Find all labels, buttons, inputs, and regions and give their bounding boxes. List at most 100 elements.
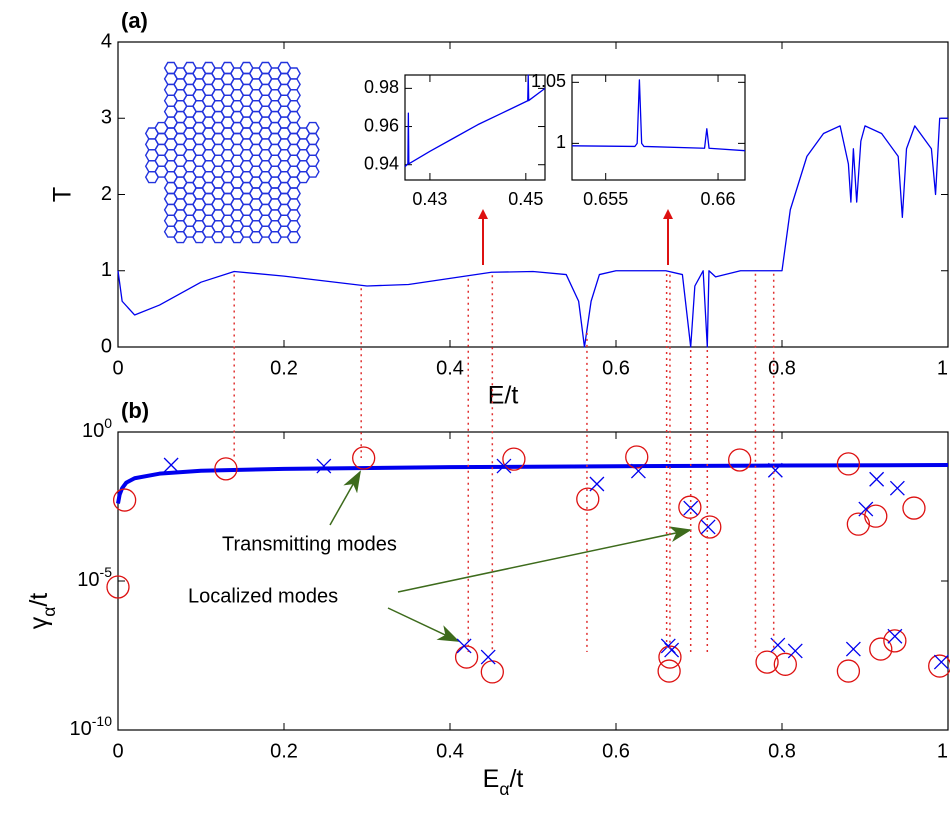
- circle-marker: [883, 629, 907, 653]
- cross-marker: [787, 643, 803, 659]
- panel-title: (b): [121, 398, 149, 423]
- cross-marker: [316, 458, 332, 474]
- green-arrow: [397, 526, 692, 593]
- x-tick-label: 0.8: [768, 357, 796, 379]
- circle-marker: [454, 645, 479, 669]
- y-tick-label: 10-5: [77, 564, 112, 592]
- axes-box: [117, 431, 949, 731]
- script-text: 0: [104, 415, 112, 431]
- panel-title: (a): [121, 8, 148, 33]
- x-tick-label: 0.4: [436, 740, 464, 762]
- circle-marker: [625, 445, 649, 469]
- hexagon: [305, 132, 320, 146]
- circle-marker: [869, 637, 893, 661]
- circle-marker: [836, 659, 861, 683]
- hexagon: [286, 99, 301, 113]
- cross-marker: [664, 642, 680, 658]
- script-text: -10: [92, 713, 112, 729]
- x-tick-label: 0.6: [602, 740, 630, 762]
- x-tick-label: 0.43: [412, 189, 447, 209]
- cross-marker: [589, 476, 605, 492]
- x-tick-label: 0.2: [270, 740, 298, 762]
- cross-marker: [887, 628, 903, 644]
- x-tick-label: 0.66: [701, 189, 736, 209]
- y-tick-label: 3: [101, 107, 112, 129]
- circle-marker: [678, 495, 702, 519]
- cross-marker: [480, 649, 496, 665]
- x-tick-label: 0.6: [602, 357, 630, 379]
- x-tick-label: 0.8: [768, 740, 796, 762]
- annotation: Transmitting modes: [222, 533, 397, 555]
- hexagon: [286, 230, 301, 244]
- script-text: α: [39, 607, 59, 617]
- y-axis-label: T: [49, 187, 77, 202]
- circle-marker: [928, 654, 950, 678]
- graphene-flake: [144, 61, 320, 244]
- text-part: /t: [25, 593, 53, 607]
- cross-marker: [767, 462, 783, 478]
- hexagon: [286, 198, 301, 211]
- circle-marker: [698, 515, 722, 539]
- circle-marker: [214, 457, 238, 481]
- circle-marker: [836, 452, 861, 476]
- text-part: γ: [25, 616, 53, 629]
- circle-marker: [755, 650, 779, 674]
- text-part: 10: [70, 718, 92, 740]
- circle-marker: [106, 575, 130, 599]
- cross-marker: [163, 457, 179, 473]
- text-part: 10: [82, 420, 104, 442]
- x-tick-label: 0.655: [583, 189, 628, 209]
- y-tick-label: 0.94: [364, 153, 399, 173]
- green-arrow: [329, 470, 361, 526]
- y-tick-label: 0.96: [364, 115, 399, 135]
- cross-marker: [770, 637, 786, 653]
- y-tick-label: 10-10: [70, 713, 113, 741]
- hexagon: [286, 209, 301, 222]
- circle-marker: [576, 487, 600, 511]
- cross-marker: [933, 654, 949, 670]
- hexagon: [286, 220, 301, 233]
- text-part: /t: [509, 765, 523, 793]
- circle-marker: [846, 512, 871, 536]
- y-tick-label: 1: [556, 132, 566, 152]
- script-text: α: [499, 779, 509, 799]
- arrows: [329, 209, 692, 642]
- x-tick-label: 0.2: [270, 357, 298, 379]
- cross-marker: [700, 519, 716, 535]
- circle-marker: [657, 659, 681, 683]
- text-part: E: [483, 765, 500, 793]
- y-axis-label: γα/t: [25, 593, 59, 630]
- cross-marker: [456, 638, 472, 654]
- annotation: Localized modes: [188, 585, 338, 607]
- hexagon: [305, 143, 320, 157]
- green-arrow: [387, 607, 460, 642]
- hexagon: [286, 67, 301, 80]
- script-text: -5: [100, 564, 113, 580]
- circle-marker: [112, 488, 137, 512]
- hexagon: [286, 78, 301, 91]
- circle-marker: [902, 496, 926, 520]
- y-tick-label: 0.98: [364, 77, 399, 97]
- hexagon: [305, 121, 320, 135]
- x-tick-label: 1: [937, 740, 948, 762]
- hexagon: [305, 165, 320, 178]
- y-tick-label: 4: [101, 30, 112, 52]
- x-tick-label: 0: [112, 740, 123, 762]
- circle-marker: [773, 652, 797, 676]
- circle-marker: [658, 645, 682, 669]
- data-line: [116, 463, 949, 504]
- y-tick-label: 0: [101, 335, 112, 357]
- circle-marker: [864, 504, 888, 528]
- circle-marker: [728, 448, 752, 472]
- circle-marker: [502, 447, 526, 471]
- hexagon: [305, 154, 320, 167]
- hexagon: [286, 187, 301, 200]
- cross-marker: [845, 641, 861, 657]
- axes-box: [404, 74, 546, 181]
- circle-marker: [480, 660, 504, 684]
- x-tick-label: 0: [112, 357, 123, 379]
- y-tick-label: 1.05: [531, 71, 566, 91]
- x-tick-label: 0.4: [436, 357, 464, 379]
- hexagon: [286, 110, 301, 124]
